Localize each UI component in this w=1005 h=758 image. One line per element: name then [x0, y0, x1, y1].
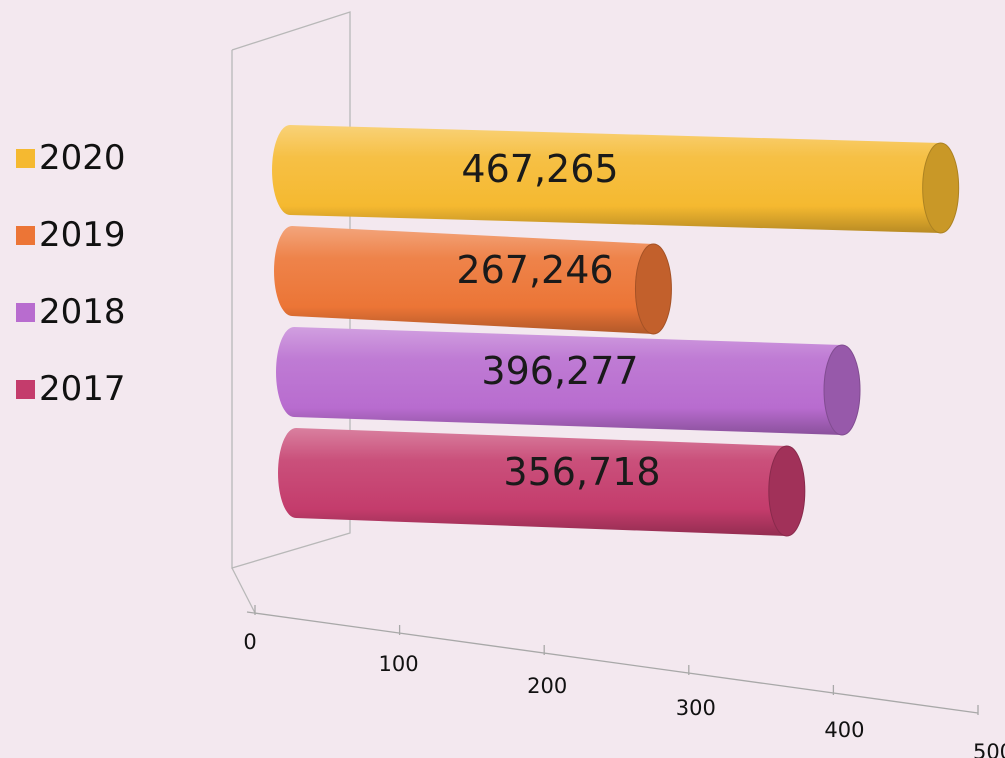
bar-end-cap: [922, 142, 960, 234]
bar: [272, 125, 941, 233]
back-wall: [231, 11, 351, 569]
bar: [276, 327, 843, 435]
bar-data-label: 396,277: [481, 349, 638, 393]
x-tick-label: 300: [676, 696, 716, 720]
legend-swatch-2017: [16, 379, 35, 399]
x-tick-label: 500: [973, 740, 1005, 758]
legend-label-2020: 2020: [39, 138, 126, 178]
legend-item-2017: 2017: [16, 369, 126, 409]
legend-swatch-2019: [16, 225, 35, 245]
legend-item-2018: 2018: [16, 292, 126, 332]
legend-item-2020: 2020: [16, 138, 126, 178]
x-tick-label: 100: [379, 652, 419, 676]
legend-label-2019: 2019: [39, 215, 126, 255]
x-tick-label: 0: [243, 630, 256, 654]
bar-data-label: 467,265: [461, 147, 618, 191]
legend-item-2019: 2019: [16, 215, 126, 255]
bar-end-cap: [768, 445, 806, 537]
legend-label-2018: 2018: [39, 292, 126, 332]
bar-end-cap: [634, 243, 672, 335]
bar-end-cap: [823, 344, 861, 436]
x-tick-label: 200: [527, 674, 567, 698]
legend: 2020 2019 2018 2017: [16, 138, 126, 446]
x-axis-line: [246, 611, 979, 714]
legend-swatch-2018: [16, 302, 35, 322]
legend-label-2017: 2017: [39, 369, 126, 409]
legend-swatch-2020: [16, 148, 35, 168]
bar-data-label: 356,718: [503, 450, 660, 494]
bar: [278, 428, 787, 536]
bar-data-label: 267,246: [456, 248, 613, 292]
x-axis-ticks: 0 100 200 300 400 500: [243, 605, 1005, 758]
floor-edge: [231, 567, 256, 614]
chart-bars: 467,265 267,246 396,277 356,718: [272, 125, 960, 537]
bar: [274, 226, 654, 334]
chart-walls: [231, 11, 979, 714]
x-tick-label: 400: [824, 718, 864, 742]
